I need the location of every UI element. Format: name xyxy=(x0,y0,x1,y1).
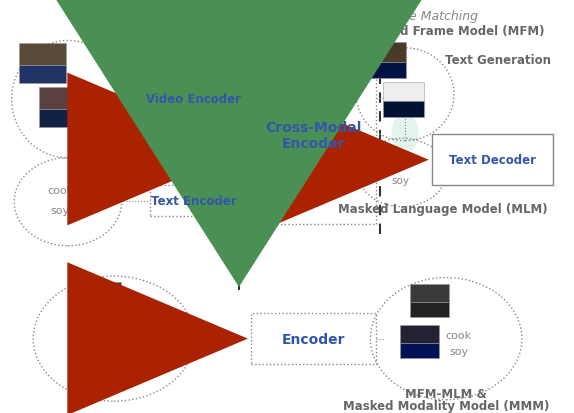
Text: Text Generation: Text Generation xyxy=(445,54,551,67)
Text: Text Decoder: Text Decoder xyxy=(449,154,536,167)
Text: soy: soy xyxy=(51,205,69,215)
Bar xyxy=(80,301,121,317)
Bar xyxy=(150,186,238,217)
Text: cook: cook xyxy=(115,344,142,354)
Text: Encoder: Encoder xyxy=(281,332,345,346)
Text: Video Encoder: Video Encoder xyxy=(146,93,242,105)
Text: soy: soy xyxy=(119,359,138,369)
Bar xyxy=(400,343,439,358)
Bar xyxy=(38,109,86,127)
Text: Cross-Modal: Cross-Modal xyxy=(265,120,362,134)
Bar xyxy=(80,282,121,301)
Bar xyxy=(19,44,66,66)
Text: Pairwise Matching: Pairwise Matching xyxy=(365,10,478,23)
Text: soy: soy xyxy=(391,176,409,186)
Bar xyxy=(383,102,424,117)
Text: Masked Frame Model (MFM): Masked Frame Model (MFM) xyxy=(358,25,544,38)
Bar xyxy=(68,326,109,345)
Text: MFM-MLM &: MFM-MLM & xyxy=(405,387,487,400)
Bar xyxy=(38,88,86,109)
Bar xyxy=(251,69,376,225)
Text: soy: soy xyxy=(449,347,468,356)
Text: Masked Language Model (MLM): Masked Language Model (MLM) xyxy=(339,202,548,215)
Bar xyxy=(410,302,449,317)
Bar xyxy=(365,43,406,63)
Text: cook: cook xyxy=(388,158,413,168)
Bar xyxy=(365,63,406,78)
Text: cook: cook xyxy=(446,330,472,340)
Bar xyxy=(432,135,553,186)
Text: Encoder: Encoder xyxy=(281,137,345,151)
Text: Text Encoder: Text Encoder xyxy=(151,195,236,208)
Text: Joint Space for Retrieval: Joint Space for Retrieval xyxy=(97,10,248,23)
Bar xyxy=(150,83,238,114)
Bar xyxy=(68,345,109,361)
Bar xyxy=(19,66,66,83)
Text: Masked Modality Model (MMM): Masked Modality Model (MMM) xyxy=(343,399,549,412)
Text: cook: cook xyxy=(47,185,73,196)
Bar xyxy=(400,325,439,343)
Bar xyxy=(251,313,376,364)
Bar xyxy=(383,82,424,102)
Ellipse shape xyxy=(391,114,419,154)
Bar xyxy=(410,284,449,302)
